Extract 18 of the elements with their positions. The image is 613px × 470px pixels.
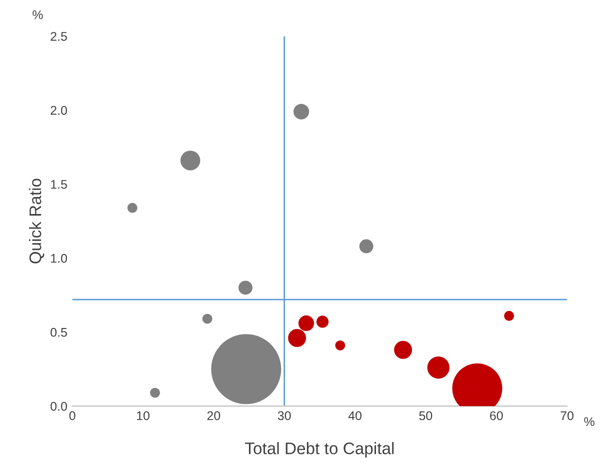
y-tick-label: 2.5 <box>50 32 67 41</box>
x-tick-label: 50 <box>419 411 432 420</box>
text: % <box>32 10 43 20</box>
x-tick-label: 30 <box>278 411 291 420</box>
x-tick-label: 60 <box>490 411 503 420</box>
x-tick-label: 40 <box>348 411 362 420</box>
y-axis-title: Quick Ratio <box>29 178 44 264</box>
x-tick-label: 20 <box>207 411 220 420</box>
x-tick-label: 70 <box>560 411 574 420</box>
y-tick-label: 2.0 <box>50 106 67 115</box>
y-tick-label: 0.5 <box>50 328 67 337</box>
x-axis-title: Total Debt to Capital <box>245 442 394 458</box>
text: % <box>584 417 594 426</box>
y-tick-label: 1.5 <box>51 180 67 189</box>
x-tick-label: 10 <box>137 411 150 420</box>
y-tick-label: 1.0 <box>51 254 67 263</box>
x-tick-label: 0 <box>69 411 76 420</box>
y-tick-label: 0.0 <box>50 402 67 411</box>
